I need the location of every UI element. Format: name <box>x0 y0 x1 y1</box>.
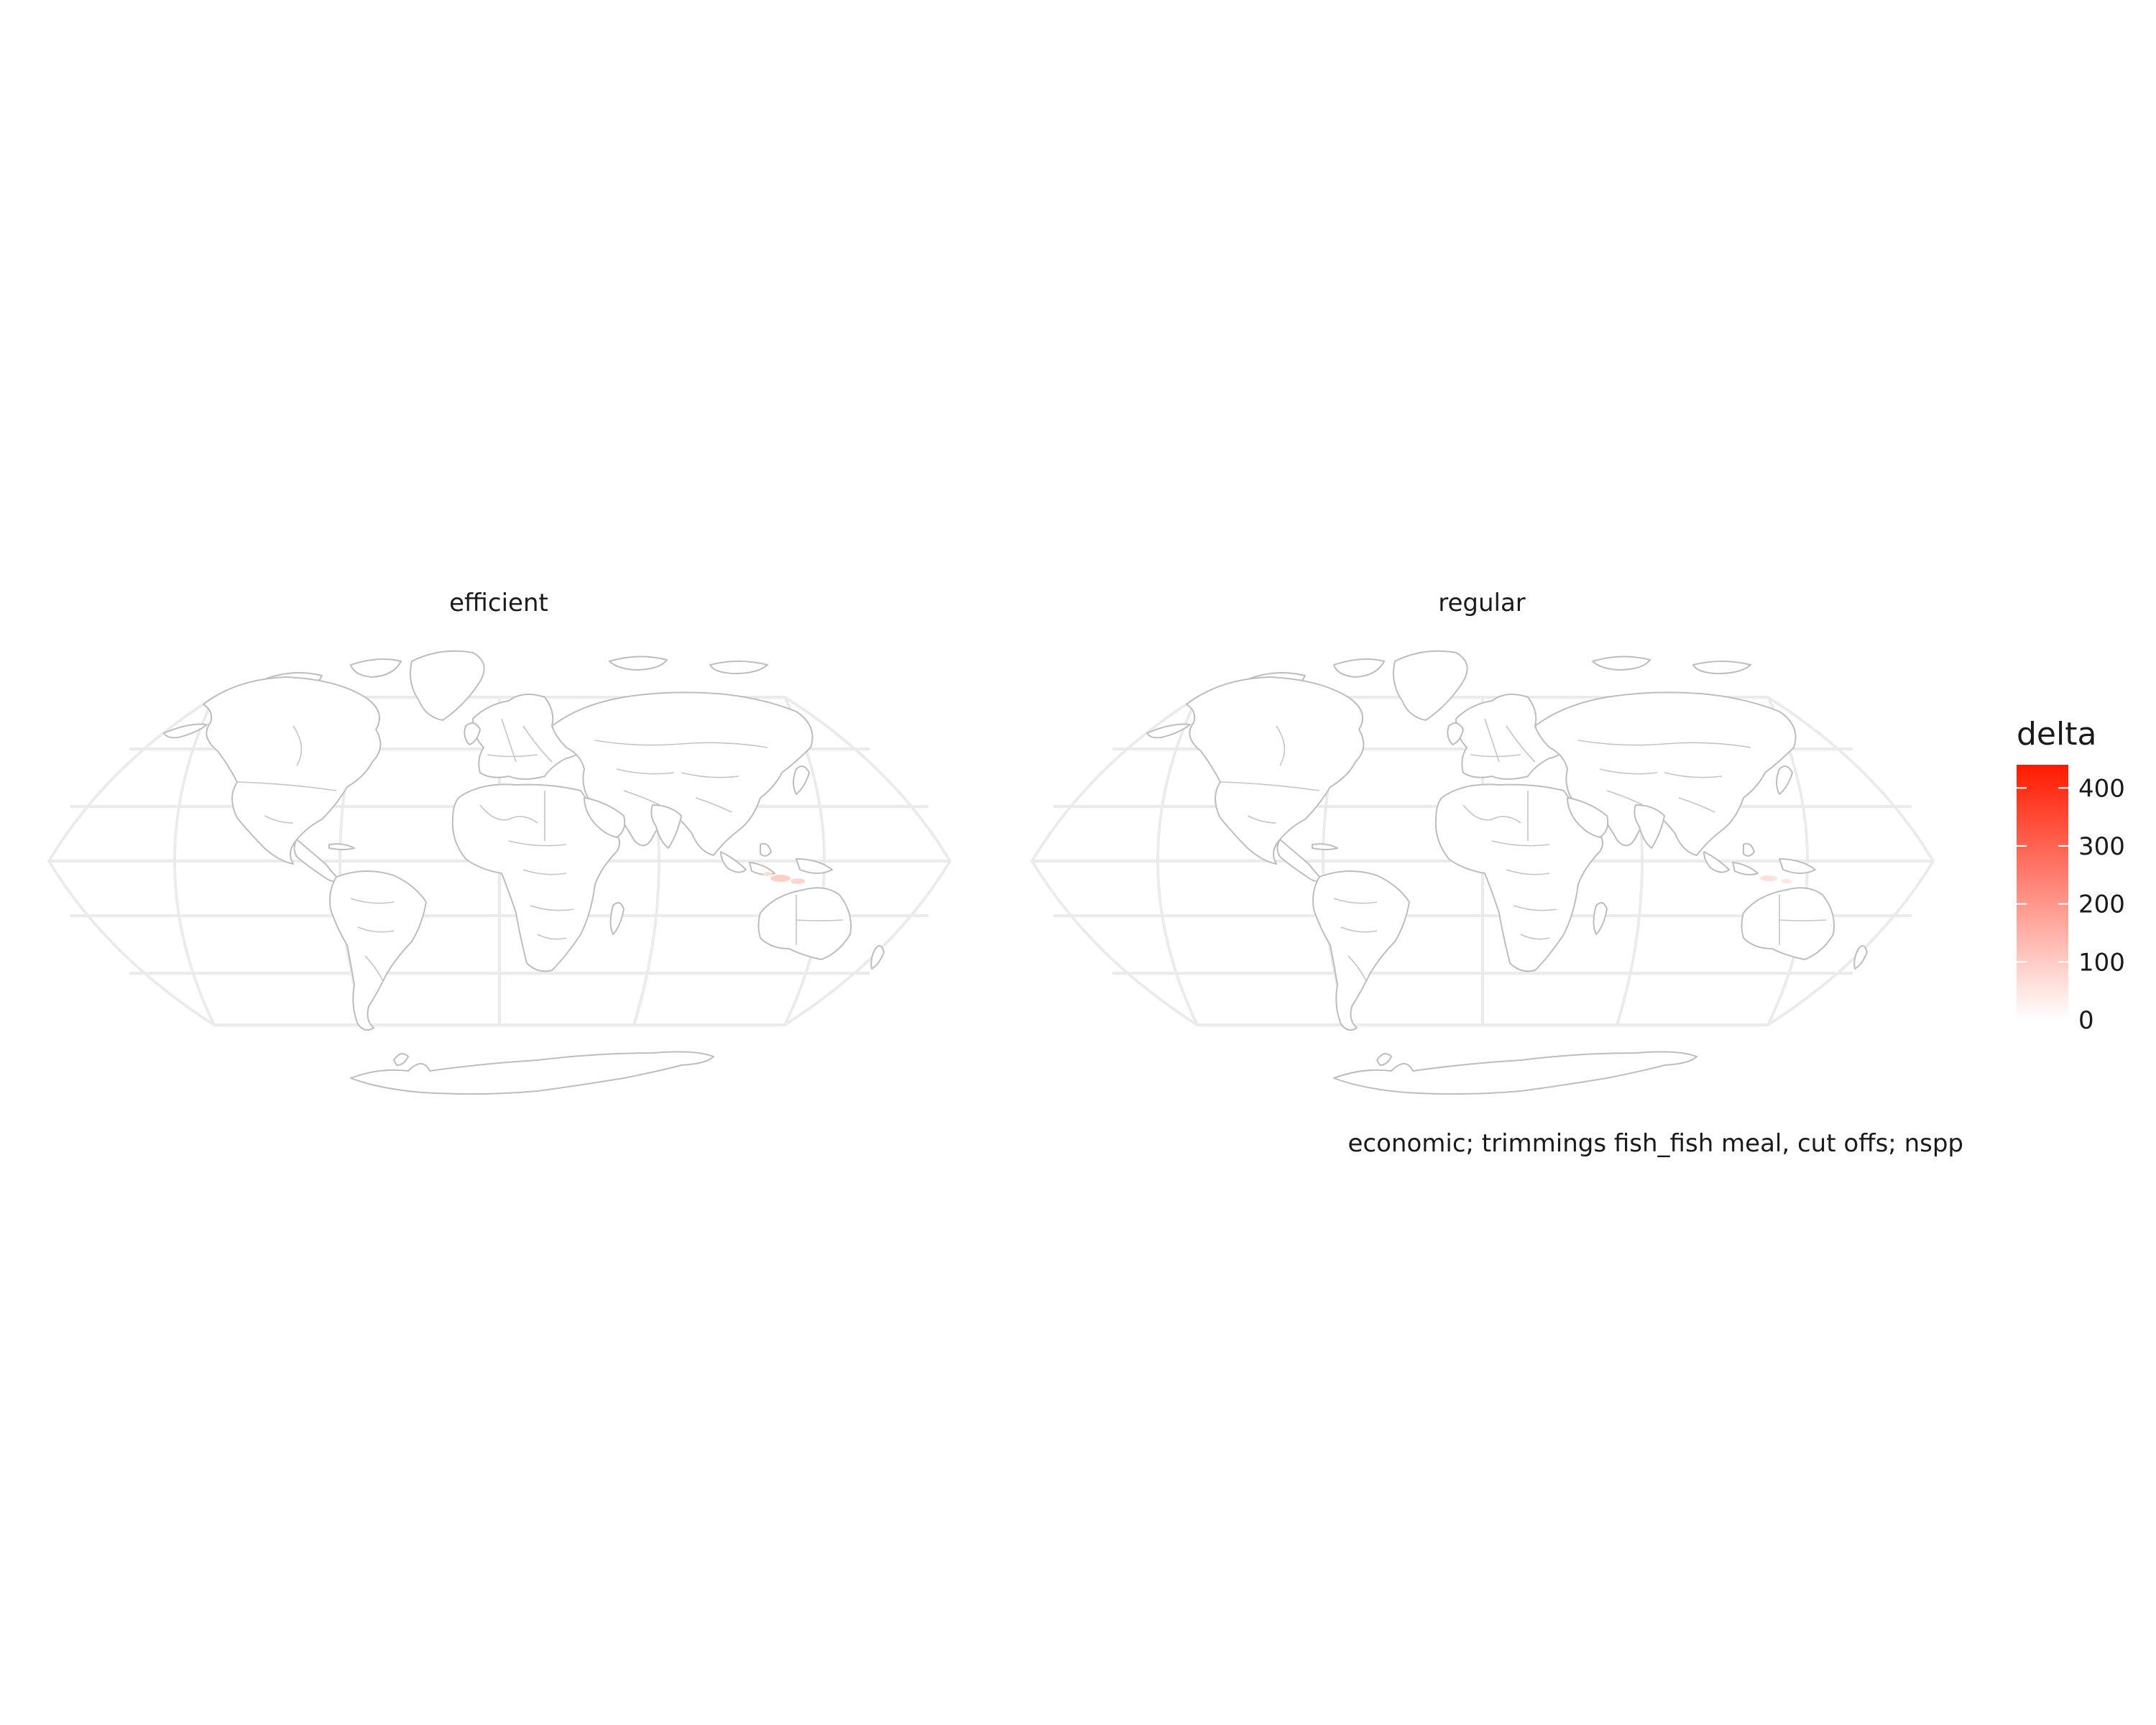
world-map-regular <box>1031 649 1935 1096</box>
delta-highlight-efficient <box>763 872 805 884</box>
facet-efficient: efficient <box>47 589 952 1096</box>
delta-highlight-regular <box>1760 875 1792 883</box>
delta-cell <box>1760 875 1777 881</box>
legend-tick-label: 300 <box>2078 832 2125 861</box>
facet-title-regular: regular <box>1438 589 1526 617</box>
world-map-efficient <box>47 649 952 1096</box>
delta-cell <box>770 875 791 882</box>
world-map-shapes <box>1031 649 1935 1096</box>
world-map-shapes <box>47 649 952 1096</box>
legend-ticks: 400 300 200 100 0 <box>2017 774 2125 1035</box>
plot-caption: economic; trimmings fish_fish meal, cut … <box>1348 1129 1964 1158</box>
facet-regular: regular <box>1031 589 1935 1096</box>
facet-title-efficient: efficient <box>449 589 548 617</box>
delta-cell <box>1781 879 1792 883</box>
legend-tick-label: 0 <box>2078 1006 2094 1035</box>
delta-cell <box>763 872 772 876</box>
legend-tick-label: 400 <box>2078 774 2125 803</box>
delta-cell <box>791 878 805 884</box>
legend-color-bar <box>2017 765 2068 1020</box>
color-legend: delta 400 300 200 100 0 <box>2017 716 2125 1035</box>
legend-tick-label: 200 <box>2078 891 2125 919</box>
legend-title: delta <box>2017 716 2096 753</box>
legend-tick-label: 100 <box>2078 948 2125 977</box>
